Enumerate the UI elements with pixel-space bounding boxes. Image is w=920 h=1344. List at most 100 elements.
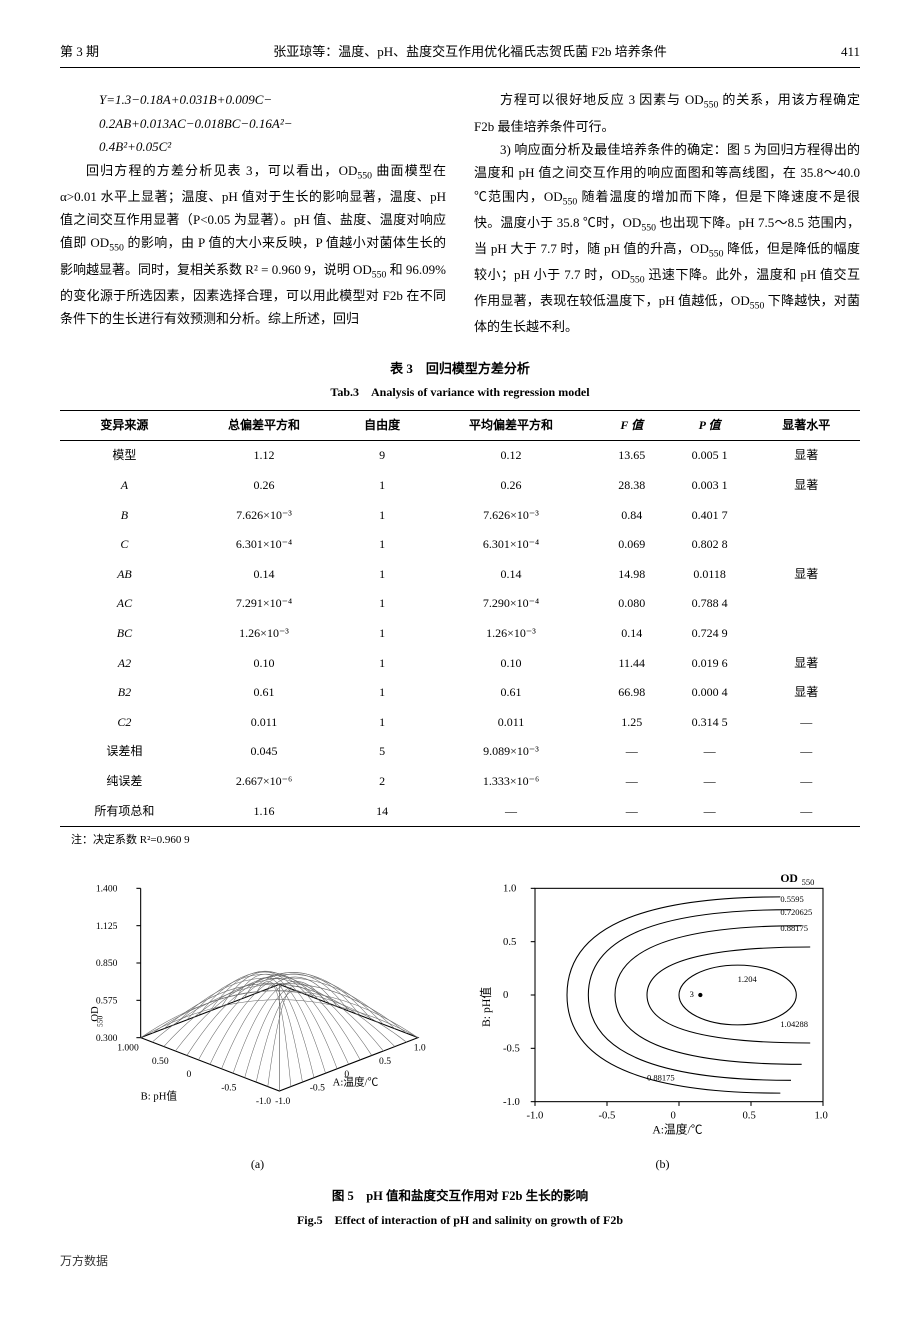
- table-row: 所有项总和1.1614————: [60, 797, 860, 827]
- table-cell: 2.667×10⁻⁶: [189, 767, 339, 797]
- table-cell: 显著: [753, 441, 860, 471]
- svg-text:1.0: 1.0: [413, 1042, 425, 1053]
- svg-text:1.204: 1.204: [737, 974, 757, 984]
- svg-text:1.125: 1.125: [95, 921, 117, 932]
- table-cell: 0.12: [425, 441, 597, 471]
- table-cell: B2: [60, 678, 189, 708]
- surface-plot-svg: OD 550 0.3000.5750.8501.1251.400 A:温度/℃ …: [66, 867, 450, 1144]
- table-cell: C: [60, 530, 189, 560]
- issue-number: 第 3 期: [60, 40, 140, 63]
- svg-text:0.720625: 0.720625: [780, 907, 812, 917]
- col-ss: 总偏差平方和: [189, 410, 339, 441]
- figure5-caption-en: Fig.5 Effect of interaction of pH and sa…: [60, 1210, 860, 1232]
- svg-text:0.5: 0.5: [742, 1111, 755, 1122]
- table-cell: 2: [339, 767, 425, 797]
- svg-text:0.5: 0.5: [379, 1056, 391, 1067]
- table-cell: [753, 589, 860, 619]
- table-row: A20.1010.1011.440.019 6显著: [60, 649, 860, 679]
- table-cell: 0.61: [189, 678, 339, 708]
- table-cell: 0.401 7: [667, 501, 753, 531]
- table-cell: —: [667, 767, 753, 797]
- table-cell: 显著: [753, 678, 860, 708]
- table3-note: 注：决定系数 R²=0.960 9: [60, 831, 860, 851]
- table-cell: 9: [339, 441, 425, 471]
- svg-text:0: 0: [186, 1069, 191, 1080]
- table-cell: 0.10: [189, 649, 339, 679]
- table-cell: —: [425, 797, 597, 827]
- table-cell: [753, 501, 860, 531]
- table-cell: 1: [339, 530, 425, 560]
- svg-text:0: 0: [670, 1111, 675, 1122]
- table-row: 纯误差2.667×10⁻⁶21.333×10⁻⁶———: [60, 767, 860, 797]
- table-cell: 所有项总和: [60, 797, 189, 827]
- svg-text:550: 550: [95, 1015, 104, 1026]
- svg-text:A:温度/℃: A:温度/℃: [652, 1123, 702, 1137]
- table-row: BC1.26×10⁻³11.26×10⁻³0.140.724 9: [60, 619, 860, 649]
- table3-header-row: 变异来源 总偏差平方和 自由度 平均偏差平方和 F 值 P 值 显著水平: [60, 410, 860, 441]
- table-row: 误差相0.04559.089×10⁻³———: [60, 737, 860, 767]
- table-cell: 0.26: [189, 471, 339, 501]
- left-paragraph: 回归方程的方差分析见表 3，可以看出，OD550 曲面模型在 α>0.01 水平…: [60, 159, 446, 331]
- table-cell: 0.10: [425, 649, 597, 679]
- svg-text:0.850: 0.850: [95, 958, 117, 969]
- table-cell: [753, 530, 860, 560]
- table-row: C20.01110.0111.250.314 5—: [60, 708, 860, 738]
- figure5a-label: (a): [66, 1154, 450, 1176]
- table-cell: 显著: [753, 560, 860, 590]
- table3-caption-zh: 表 3 回归模型方差分析: [60, 357, 860, 380]
- table-cell: 0.003 1: [667, 471, 753, 501]
- table-cell: 0.14: [189, 560, 339, 590]
- table-cell: 1: [339, 560, 425, 590]
- table-cell: 0.26: [425, 471, 597, 501]
- table-cell: 1.26×10⁻³: [425, 619, 597, 649]
- table-row: B7.626×10⁻³17.626×10⁻³0.840.401 7: [60, 501, 860, 531]
- table-cell: 0.14: [597, 619, 667, 649]
- table-cell: 1: [339, 708, 425, 738]
- table3-caption-en: Tab.3 Analysis of variance with regressi…: [60, 382, 860, 404]
- table-cell: 0.005 1: [667, 441, 753, 471]
- table-cell: 0.045: [189, 737, 339, 767]
- table-cell: 14: [339, 797, 425, 827]
- table-cell: 1: [339, 649, 425, 679]
- table-cell: 28.38: [597, 471, 667, 501]
- contour-plot-svg: OD550 -1.0-0.500.51.0 -1.0-0.500.51.0 B:…: [471, 867, 855, 1144]
- table-cell: 0.724 9: [667, 619, 753, 649]
- col-source: 变异来源: [60, 410, 189, 441]
- table-cell: 7.291×10⁻⁴: [189, 589, 339, 619]
- table-cell: 5: [339, 737, 425, 767]
- figure5b: OD550 -1.0-0.500.51.0 -1.0-0.500.51.0 B:…: [471, 867, 855, 1175]
- figure5-container: OD 550 0.3000.5750.8501.1251.400 A:温度/℃ …: [60, 867, 860, 1175]
- figure5-caption-zh: 图 5 pH 值和盐度交互作用对 F2b 生长的影响: [60, 1185, 860, 1208]
- table-row: 模型1.1290.1213.650.005 1显著: [60, 441, 860, 471]
- table-cell: 误差相: [60, 737, 189, 767]
- table-cell: —: [597, 797, 667, 827]
- equation-line-2: 0.2AB+0.013AC−0.018BC−0.16A²−: [60, 112, 446, 135]
- table-cell: 11.44: [597, 649, 667, 679]
- table-cell: 0.019 6: [667, 649, 753, 679]
- figure5b-label: (b): [471, 1154, 855, 1176]
- svg-text:0.88175: 0.88175: [647, 1072, 675, 1082]
- table-cell: 纯误差: [60, 767, 189, 797]
- table-cell: 0.788 4: [667, 589, 753, 619]
- col-p: P 值: [667, 410, 753, 441]
- table-cell: —: [667, 737, 753, 767]
- svg-text:B: pH值: B: pH值: [479, 987, 493, 1027]
- table-cell: 0.0118: [667, 560, 753, 590]
- svg-text:0.5595: 0.5595: [780, 894, 803, 904]
- table-cell: —: [667, 797, 753, 827]
- table-cell: BC: [60, 619, 189, 649]
- table-cell: 6.301×10⁻⁴: [189, 530, 339, 560]
- table-cell: 0.314 5: [667, 708, 753, 738]
- table-cell: 13.65: [597, 441, 667, 471]
- col-f: F 值: [597, 410, 667, 441]
- table-cell: 6.301×10⁻⁴: [425, 530, 597, 560]
- svg-text:550: 550: [801, 877, 814, 887]
- table-cell: C2: [60, 708, 189, 738]
- svg-text:-1.0: -1.0: [255, 1096, 270, 1107]
- col-ms: 平均偏差平方和: [425, 410, 597, 441]
- table-cell: —: [753, 737, 860, 767]
- table-cell: 1: [339, 589, 425, 619]
- svg-text:OD: OD: [780, 872, 798, 885]
- table-cell: 9.089×10⁻³: [425, 737, 597, 767]
- table-cell: 7.626×10⁻³: [425, 501, 597, 531]
